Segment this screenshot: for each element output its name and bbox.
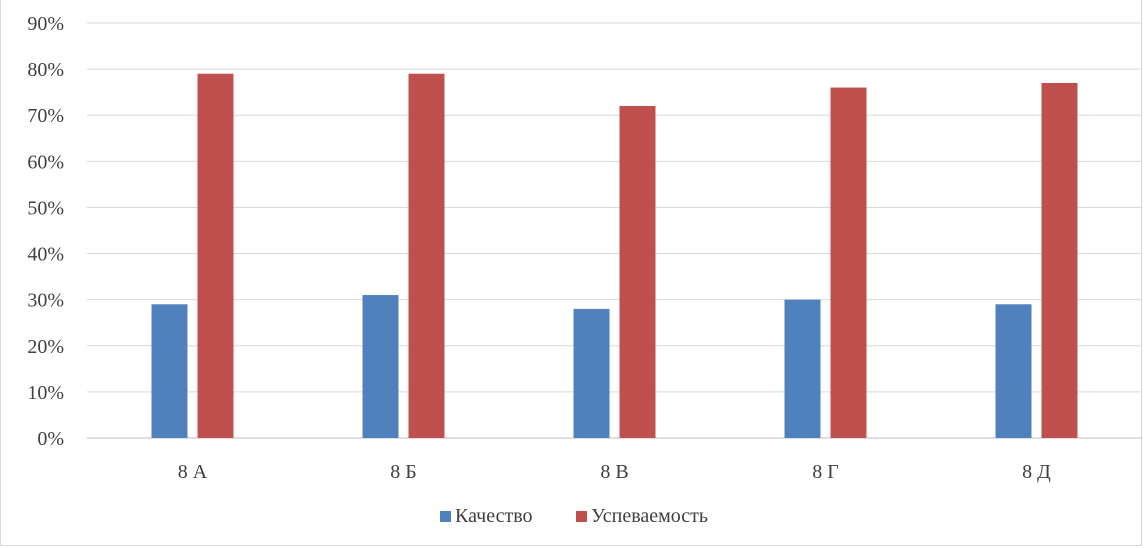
y-tick-label: 70% [27,105,64,127]
x-tick-label: 8 А [178,461,208,483]
y-tick-label: 90% [27,13,64,35]
x-tick-label: 8 Д [1022,461,1051,483]
bar-progress-0 [197,73,234,438]
y-tick-label: 60% [27,151,64,173]
bar-quality-0 [151,304,188,438]
y-axis-ticks: 0% 10% 20% 30% 40% 50% 60% 70% 80% 90% [27,13,64,450]
bars [151,73,1078,439]
legend-swatch [440,511,451,522]
bar-quality-3 [784,299,821,438]
x-axis-ticks: 8 А 8 Б 8 В 8 Г 8 Д [178,461,1051,483]
grid-lines [87,22,1142,439]
bar-quality-1 [362,295,399,438]
y-tick-label: 40% [27,244,64,266]
y-tick-label: 0% [37,428,64,450]
legend-label: Успеваемость [591,505,708,527]
bar-progress-1 [408,73,445,438]
legend: Качество Успеваемость [440,505,708,527]
y-tick-label: 80% [27,59,64,81]
bar-progress-4 [1041,82,1078,438]
bar-quality-4 [995,304,1032,438]
x-tick-label: 8 В [600,461,628,483]
y-tick-label: 30% [27,290,64,312]
y-tick-label: 50% [27,197,64,219]
bar-progress-3 [830,87,867,439]
x-tick-label: 8 Б [390,461,416,483]
bar-progress-2 [619,106,656,438]
y-tick-label: 10% [27,382,64,404]
legend-label: Качество [455,505,533,527]
legend-swatch [576,511,587,522]
x-tick-label: 8 Г [812,461,839,483]
bar-quality-2 [573,308,610,438]
y-tick-label: 20% [27,336,64,358]
